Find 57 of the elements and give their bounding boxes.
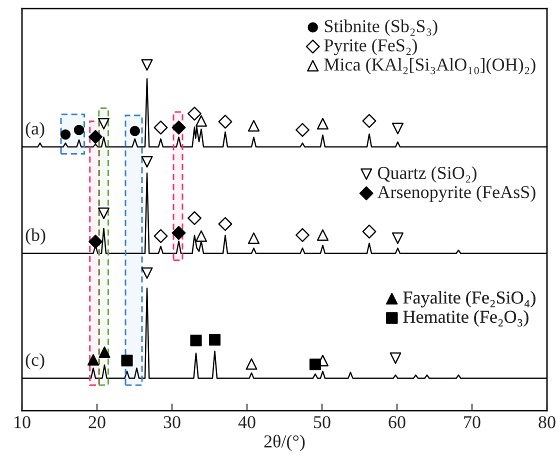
point bbox=[362, 114, 376, 128]
point bbox=[188, 106, 202, 121]
point bbox=[98, 208, 110, 220]
x-tick-label: 70 bbox=[464, 416, 480, 428]
point bbox=[121, 354, 133, 366]
x-tick-label: 60 bbox=[388, 416, 406, 428]
point bbox=[154, 120, 168, 135]
x-tick-label: 40 bbox=[238, 416, 256, 428]
x-tick-label: 50 bbox=[314, 416, 330, 428]
legend-label: Quartz (SiO₂) bbox=[378, 166, 476, 183]
point bbox=[316, 118, 329, 130]
legend-label: Fayalite (Fe₂SiO₄) bbox=[403, 290, 536, 308]
point bbox=[195, 230, 208, 242]
x-tick-label: 80 bbox=[538, 416, 556, 428]
point bbox=[188, 211, 202, 226]
point bbox=[246, 358, 258, 370]
series-label: (a) bbox=[26, 122, 44, 138]
x-tick-label: 10 bbox=[14, 416, 30, 428]
point bbox=[98, 346, 110, 358]
point bbox=[172, 226, 186, 240]
point bbox=[390, 352, 402, 364]
x-axis-title: 2θ/(°) bbox=[264, 434, 305, 452]
point bbox=[172, 120, 186, 135]
series-label: (b) bbox=[26, 228, 46, 245]
legend-label: Stibnite (Sb₂S₃) bbox=[324, 20, 438, 36]
point bbox=[218, 217, 232, 231]
point bbox=[87, 354, 100, 366]
point bbox=[141, 267, 153, 279]
point bbox=[208, 334, 221, 346]
point bbox=[60, 129, 71, 140]
legend-label: Mica (KAl₂[Si₃AlO₁₀](OH)₂) bbox=[324, 58, 536, 74]
point bbox=[248, 120, 260, 132]
legend-label: Hematite (Fe₂O₃) bbox=[403, 310, 528, 327]
point bbox=[141, 156, 153, 168]
point bbox=[218, 114, 232, 129]
point bbox=[362, 224, 376, 239]
point bbox=[154, 229, 168, 244]
point bbox=[296, 228, 310, 242]
x-tick-label: 20 bbox=[88, 416, 106, 428]
point bbox=[296, 122, 310, 137]
legend-label: Pyrite (FeS₂) bbox=[324, 38, 417, 56]
point bbox=[88, 234, 102, 249]
x-tick-label: 30 bbox=[164, 416, 180, 428]
series-label: (c) bbox=[26, 353, 44, 370]
point bbox=[190, 334, 202, 346]
point bbox=[74, 124, 84, 136]
point bbox=[309, 358, 322, 370]
point bbox=[316, 229, 329, 241]
point bbox=[130, 126, 140, 136]
point bbox=[98, 118, 110, 130]
legend-label: Arsenopyrite (FeAsS) bbox=[377, 186, 536, 202]
point bbox=[88, 130, 102, 144]
point bbox=[392, 122, 404, 134]
point bbox=[392, 232, 404, 244]
point bbox=[248, 232, 260, 244]
point bbox=[195, 115, 208, 127]
point bbox=[141, 59, 153, 71]
